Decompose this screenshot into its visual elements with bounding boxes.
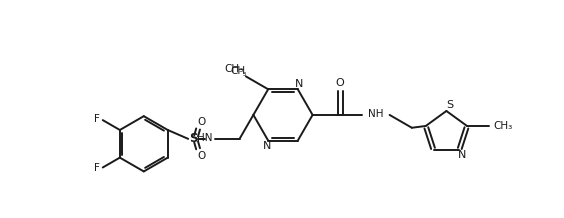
Text: CH: CH: [231, 66, 245, 75]
Text: CH₃: CH₃: [224, 65, 244, 75]
Text: N: N: [458, 150, 466, 160]
Text: O: O: [197, 151, 205, 161]
Text: ₃: ₃: [243, 69, 246, 78]
Text: O: O: [336, 78, 345, 88]
Text: O: O: [197, 117, 205, 127]
Text: F: F: [94, 114, 100, 124]
Text: N: N: [263, 141, 271, 150]
Text: F: F: [94, 164, 100, 174]
Text: N: N: [294, 79, 303, 89]
Text: HN: HN: [197, 133, 213, 143]
Text: S: S: [189, 132, 197, 145]
Text: CH₃: CH₃: [494, 121, 513, 131]
Text: NH: NH: [368, 109, 384, 119]
Text: S: S: [446, 100, 453, 110]
